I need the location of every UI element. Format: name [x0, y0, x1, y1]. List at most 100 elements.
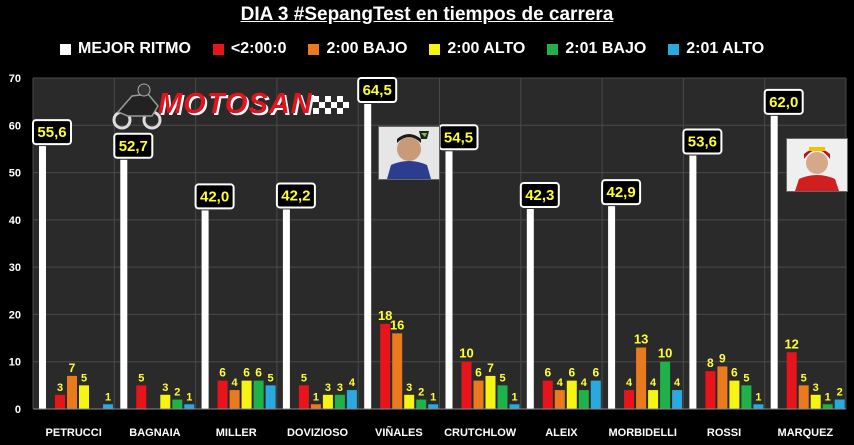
bar-mejor-ritmo	[282, 209, 290, 409]
bar-segment	[786, 352, 797, 409]
bar-data-label: 5	[268, 372, 274, 384]
bar-segment	[428, 404, 439, 409]
bar-data-label: 7	[69, 361, 76, 375]
bar-segment	[160, 394, 171, 409]
bar-data-label: 7	[487, 361, 494, 375]
bar-segment	[566, 380, 577, 409]
value-label-box	[519, 181, 560, 208]
bar-data-label: 4	[626, 377, 633, 389]
bar-segment	[404, 394, 415, 409]
value-label: 42,0	[200, 188, 229, 205]
helmet-photo-marquez	[786, 138, 848, 192]
value-label-box	[682, 128, 723, 155]
bar-data-label: 2	[837, 387, 843, 399]
bar-data-label: 6	[219, 366, 226, 380]
bar-data-label: 5	[81, 372, 87, 384]
bar-segment	[798, 385, 809, 409]
bar-segment	[310, 404, 321, 409]
bar-mejor-ritmo	[608, 206, 616, 409]
x-tick-label: ROSSI	[707, 427, 741, 439]
bar-data-label: 1	[105, 391, 111, 403]
bar-data-label: 16	[390, 317, 404, 332]
bar-data-label: 4	[674, 377, 681, 389]
value-label-box	[763, 88, 804, 115]
bar-data-label: 5	[301, 372, 307, 384]
bar-data-label: 18	[378, 308, 392, 323]
value-label: 55,6	[37, 124, 66, 141]
legend-item: 2:00 ALTO	[429, 40, 525, 58]
bar-segment	[834, 399, 845, 409]
bar-segment	[705, 371, 716, 409]
legend-label: MEJOR RITMO	[78, 40, 191, 57]
bar-data-label: 10	[658, 346, 672, 361]
legend-swatch	[212, 43, 224, 55]
rider-portrait-icon	[787, 139, 847, 191]
bar-segment	[578, 390, 589, 409]
bar-mejor-ritmo	[364, 104, 372, 409]
bar-data-label: 6	[243, 366, 250, 380]
bar-data-label: 5	[801, 372, 807, 384]
value-label: 54,5	[444, 129, 473, 146]
bar-data-label: 4	[557, 377, 564, 389]
x-tick-label: BAGNAIA	[129, 427, 180, 439]
bar-segment	[753, 404, 764, 409]
value-label: 64,5	[363, 82, 392, 99]
bar-data-label: 3	[406, 382, 412, 394]
y-tick-label: 20	[9, 309, 21, 321]
legend-item: 2:00 BAJO	[308, 40, 407, 58]
bar-segment	[392, 333, 403, 409]
bar-segment	[172, 399, 183, 409]
bar-mejor-ritmo	[526, 208, 534, 409]
bar-segment	[660, 361, 671, 409]
legend-item: <2:00:0	[212, 40, 287, 58]
rider-portrait-icon	[379, 127, 439, 179]
bar-segment	[590, 380, 601, 409]
bar-data-label: 3	[337, 382, 343, 394]
bar-segment	[217, 380, 228, 409]
bar-segment	[473, 380, 484, 409]
bar-mejor-ritmo	[445, 151, 453, 410]
legend-item: MEJOR RITMO	[60, 40, 191, 58]
bar-segment	[810, 394, 821, 409]
bar-data-label: 3	[325, 382, 331, 394]
bar-segment	[253, 380, 264, 409]
bar-mejor-ritmo	[201, 210, 209, 409]
y-tick-label: 40	[9, 215, 21, 227]
value-label-box	[357, 77, 398, 104]
motorbike-rider-icon	[112, 83, 162, 130]
bar-data-label: 1	[430, 391, 436, 403]
bar-data-label: 1	[313, 391, 319, 403]
chart-title: DIA 3 #SepangTest en tiempos de carrera	[240, 4, 614, 25]
y-tick-label: 70	[9, 73, 21, 85]
bar-segment	[322, 394, 333, 409]
bar-data-label: 4	[232, 377, 239, 389]
bar-segment	[103, 404, 113, 409]
bar-segment	[497, 385, 508, 409]
legend-swatch	[308, 43, 320, 55]
bar-mejor-ritmo	[689, 155, 697, 409]
bar-data-label: 5	[138, 372, 144, 384]
bar-segment	[241, 380, 252, 409]
bar-segment	[79, 385, 89, 409]
x-tick-label: PETRUCCI	[46, 427, 102, 439]
bar-segment	[485, 375, 496, 409]
legend: MEJOR RITMO <2:00:0 2:00 BAJO 2:00 ALTO 2:01…	[60, 38, 786, 60]
bar-mejor-ritmo	[120, 159, 128, 409]
legend-label: <2:00:0	[230, 40, 287, 57]
bar-data-label: 6	[255, 366, 262, 380]
bar-data-label: 4	[349, 377, 356, 389]
x-tick-label: MILLER	[216, 427, 257, 439]
bar-data-label: 4	[581, 377, 588, 389]
bar-segment	[136, 385, 147, 409]
bar-segment	[509, 404, 520, 409]
bar-segment	[729, 380, 740, 409]
value-label: 52,7	[119, 138, 148, 155]
bar-data-label: 5	[499, 372, 505, 384]
value-label: 42,2	[281, 187, 310, 204]
y-tick-label: 0	[15, 404, 21, 416]
bar-data-label: 13	[634, 332, 648, 347]
x-tick-label: MARQUEZ	[778, 427, 834, 439]
value-label-box	[113, 132, 154, 159]
bar-data-label: 4	[650, 377, 657, 389]
